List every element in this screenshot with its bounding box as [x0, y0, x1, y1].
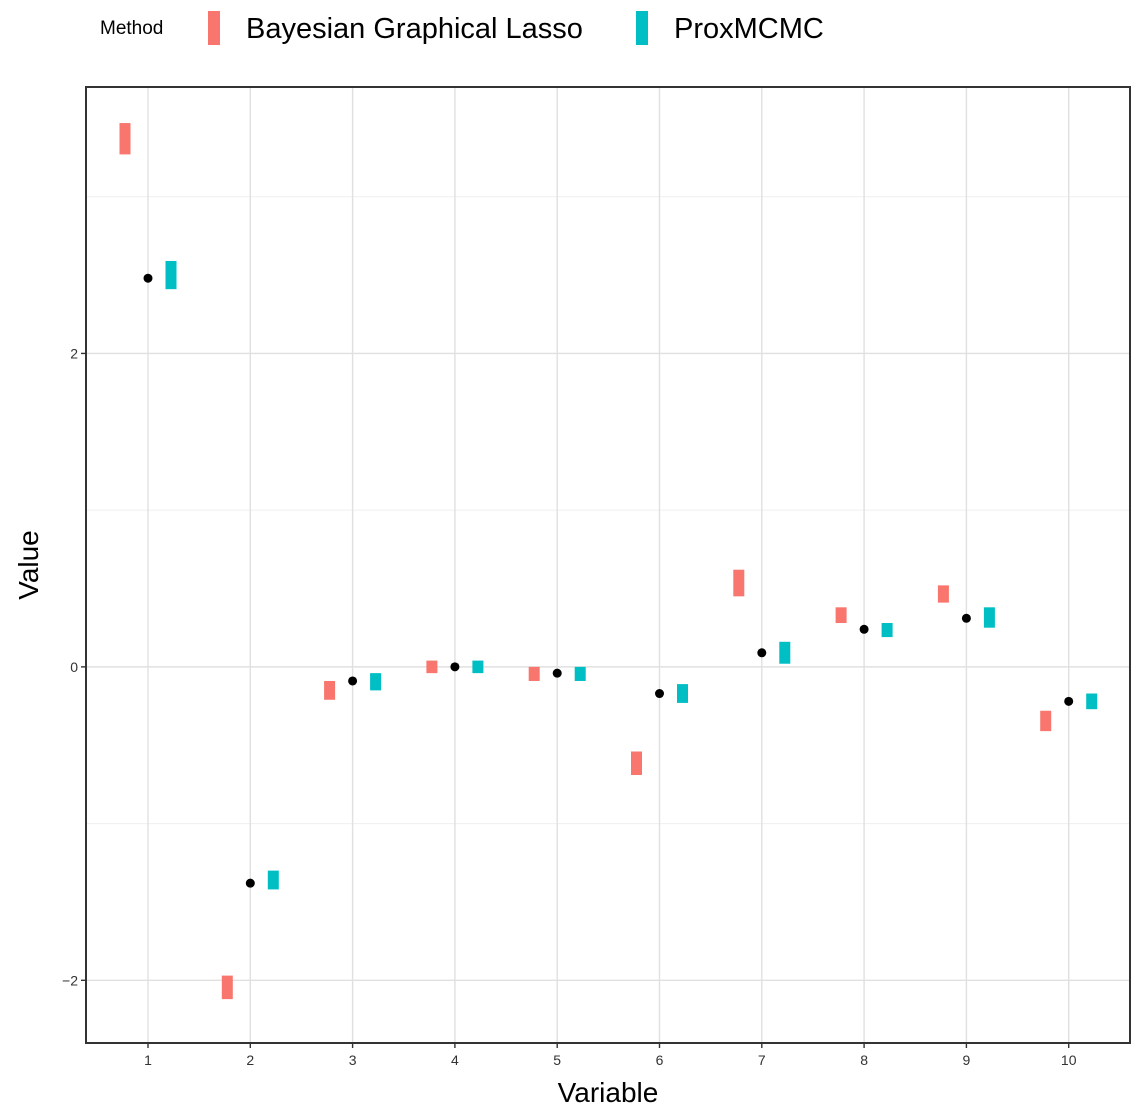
legend-label-proxmcmc: ProxMCMC [674, 13, 824, 45]
truth-point [348, 676, 358, 686]
x-axis-title: Variable [558, 1077, 659, 1108]
interval-bar-proxmcmc [1086, 693, 1098, 710]
legend-key-bglasso [208, 11, 220, 45]
x-tick-label: 1 [144, 1052, 152, 1068]
truth-point [552, 668, 562, 678]
truth-point [961, 613, 971, 623]
x-tick-label: 3 [349, 1052, 357, 1068]
data-marks [119, 123, 1098, 1000]
panel-border [85, 86, 1131, 1044]
y-axis-title: Value [13, 530, 44, 600]
interval-bar-proxmcmc [165, 260, 177, 290]
x-tick-label: 2 [246, 1052, 254, 1068]
legend-title: Method [100, 18, 163, 39]
truth-point [859, 624, 869, 634]
x-tick-label: 8 [860, 1052, 868, 1068]
interval-bar-bglasso [1040, 710, 1052, 732]
interval-bar-bglasso [221, 975, 233, 1000]
interval-bar-bglasso [528, 666, 540, 681]
interval-bar-bglasso [733, 569, 745, 597]
x-tick-label: 7 [758, 1052, 766, 1068]
x-tick-label: 4 [451, 1052, 459, 1068]
truth-point [757, 648, 767, 658]
interval-bar-proxmcmc [983, 607, 995, 628]
interval-bar-proxmcmc [267, 870, 279, 890]
interval-bar-proxmcmc [881, 622, 893, 638]
interval-bar-proxmcmc [574, 666, 586, 681]
interval-bar-bglasso [937, 585, 949, 603]
interval-bar-bglasso [119, 123, 131, 155]
truth-point [143, 273, 153, 283]
interval-bar-proxmcmc [472, 660, 484, 674]
truth-point [245, 878, 255, 888]
truth-point [655, 689, 664, 699]
interval-bar-bglasso [324, 680, 336, 700]
axis-ticks: −2 0 2 1 2 3 4 5 6 7 8 9 10 [62, 345, 1077, 1068]
x-tick-label: 6 [656, 1052, 664, 1068]
legend: Method Bayesian Graphical Lasso ProxMCMC [100, 11, 824, 45]
legend-label-bglasso: Bayesian Graphical Lasso [246, 13, 583, 45]
x-tick-label: 5 [553, 1052, 561, 1068]
y-tick-label: 2 [70, 345, 78, 361]
interval-bar-bglasso [631, 751, 642, 776]
x-tick-label: 10 [1061, 1052, 1077, 1068]
y-tick-label: −2 [62, 972, 78, 988]
legend-key-proxmcmc [636, 11, 648, 45]
y-tick-label: 0 [70, 659, 78, 675]
x-tick-label: 9 [963, 1052, 971, 1068]
truth-point [450, 662, 460, 672]
interval-bar-proxmcmc [370, 673, 382, 691]
interval-bar-bglasso [835, 607, 847, 623]
grid-lines [86, 87, 1130, 1043]
interval-bar-proxmcmc [779, 641, 791, 664]
truth-point [1064, 696, 1074, 706]
interval-bar-bglasso [426, 660, 438, 674]
interval-bar-proxmcmc [677, 684, 688, 703]
